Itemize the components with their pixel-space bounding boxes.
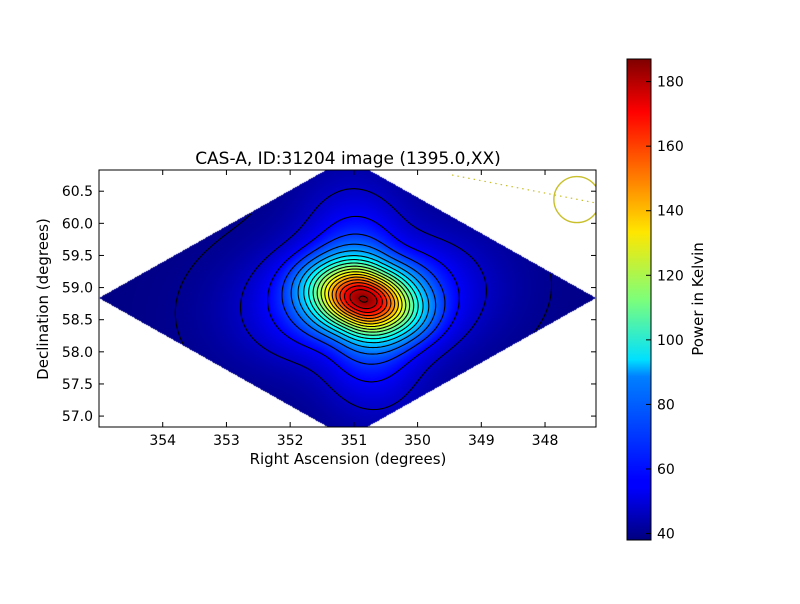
- x-axis-label: Right Ascension (degrees): [250, 450, 447, 468]
- contour-line: [339, 282, 388, 317]
- contour-line: [335, 279, 392, 320]
- x-tick-label: 349: [468, 433, 495, 449]
- x-tick-label: 352: [277, 433, 304, 449]
- chart-title: CAS-A, ID:31204 image (1395.0,XX): [195, 149, 501, 169]
- contour-line: [297, 250, 430, 349]
- y-axis-ticks: 57.0 57.5 58.0 58.5 59.0 59.5 60.0 60.5: [62, 184, 596, 425]
- y-tick-label: 57.5: [62, 377, 93, 393]
- beam-marker: [451, 174, 596, 224]
- contour-line: [349, 289, 378, 310]
- contour-line: [290, 243, 437, 355]
- contour-line: [312, 262, 415, 336]
- x-axis-ticks: 354 353 352 351 350 349 348: [149, 170, 558, 449]
- contour-line: [239, 188, 487, 411]
- x-tick-label: 354: [149, 433, 176, 449]
- contour-line: [303, 255, 424, 344]
- colorbar-tick-label: 80: [657, 397, 675, 413]
- colorbar-tick-label: 180: [657, 75, 684, 91]
- colorbar: 40 60 80 100 120 140 160 180 Power in Kelvin: [626, 58, 707, 543]
- heatmap-image: [99, 170, 596, 427]
- y-tick-label: 60.5: [62, 184, 93, 200]
- x-tick-label: 353: [213, 433, 240, 449]
- contour-line: [327, 273, 399, 325]
- y-tick-label: 58.0: [62, 345, 93, 361]
- contour-line: [174, 211, 553, 345]
- contour-line: [308, 259, 419, 340]
- plot-frame: [98, 169, 597, 428]
- colorbar-tick-label: 60: [657, 462, 675, 478]
- contour-line: [324, 271, 403, 328]
- y-tick-label: 58.5: [62, 313, 93, 329]
- plot-area: 354 353 352 351 350 349 348 57.0 57.5 58.0 58.5 59…: [62, 169, 597, 449]
- contour-line: [267, 215, 460, 383]
- y-tick-label: 59.0: [62, 281, 93, 297]
- y-axis-label: Declination (degrees): [34, 218, 52, 380]
- colorbar-gradient: [626, 58, 652, 541]
- contour-line: [331, 276, 396, 322]
- contour-lines: [174, 188, 553, 411]
- colorbar-label: Power in Kelvin: [689, 242, 707, 356]
- x-tick-label: 351: [341, 433, 368, 449]
- colorbar-tick-label: 40: [657, 527, 675, 543]
- colorbar-tick-label: 140: [657, 204, 684, 220]
- x-tick-label: 350: [404, 433, 431, 449]
- contour-line: [358, 295, 369, 303]
- colorbar-tick-label: 100: [657, 333, 684, 349]
- contour-line: [316, 265, 411, 333]
- y-tick-label: 60.0: [62, 216, 93, 232]
- colorbar-tick-label: 160: [657, 139, 684, 155]
- colorbar-tick-label: 120: [657, 268, 684, 284]
- y-tick-label: 59.5: [62, 248, 93, 264]
- contour-line: [343, 285, 383, 314]
- y-tick-label: 57.0: [62, 409, 93, 425]
- contour-line: [320, 268, 407, 330]
- contour-line: [281, 233, 446, 365]
- x-tick-label: 348: [532, 433, 559, 449]
- colorbar-ticks: 40 60 80 100 120 140 160 180: [646, 75, 684, 543]
